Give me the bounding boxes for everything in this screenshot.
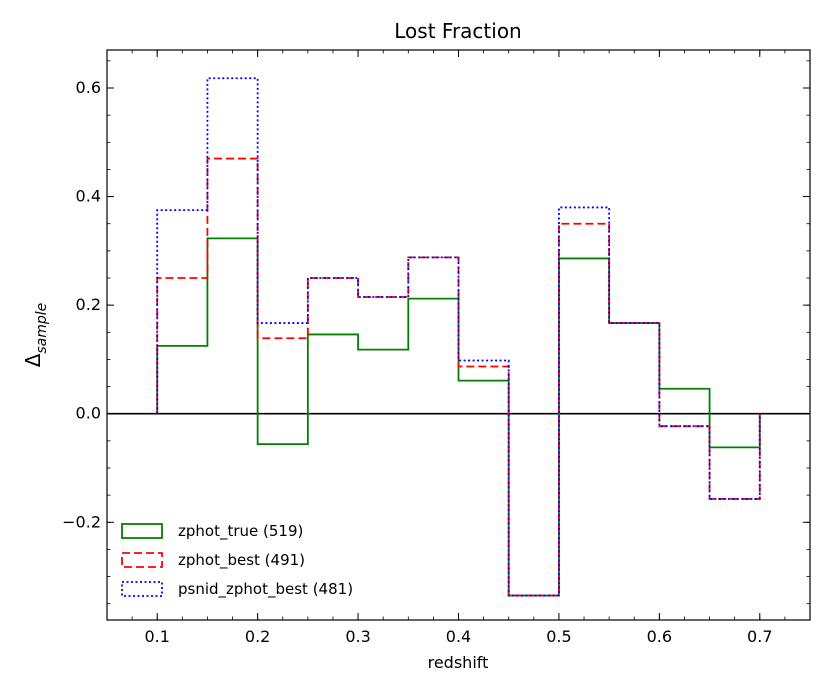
- y-axis-label: Δsample: [21, 303, 50, 368]
- x-tick-label: 0.6: [647, 627, 672, 646]
- x-tick-label: 0.2: [245, 627, 270, 646]
- x-tick-label: 0.1: [144, 627, 169, 646]
- plot-area: 0.1 0.2 0.3 0.4 0.5 0.6 0.7 −0.2 0.0 0.2 0.4 0.6: [62, 49, 811, 646]
- x-tick-label: 0.3: [345, 627, 370, 646]
- legend-swatch-1: [121, 523, 163, 539]
- x-tick-label: 0.4: [446, 627, 471, 646]
- chart-title: Lost Fraction: [394, 19, 521, 43]
- y-tick-label: 0.6: [76, 78, 101, 97]
- legend-label-3: psnid_zphot_best (481): [178, 580, 353, 599]
- x-tick-label: 0.5: [546, 627, 571, 646]
- legend-swatch-3: [121, 581, 163, 597]
- y-tick-label: −0.2: [62, 512, 101, 531]
- y-axis-label-sub: sample: [34, 303, 50, 354]
- x-tick-label: 0.7: [747, 627, 772, 646]
- legend-label-2: zphot_best (491): [178, 551, 305, 570]
- legend: zphot_true (519) zphot_best (491) psnid_zp…: [121, 522, 353, 599]
- series-line-3: [156, 77, 761, 597]
- x-axis-label: redshift: [428, 653, 489, 672]
- y-axis-label-main: Δ: [21, 353, 45, 367]
- legend-label-1: zphot_true (519): [178, 522, 303, 541]
- y-tick-label: 0.2: [76, 295, 101, 314]
- y-tick-label: 0.0: [76, 404, 101, 423]
- legend-swatch-2: [121, 552, 163, 568]
- y-tick-label: 0.4: [76, 187, 101, 206]
